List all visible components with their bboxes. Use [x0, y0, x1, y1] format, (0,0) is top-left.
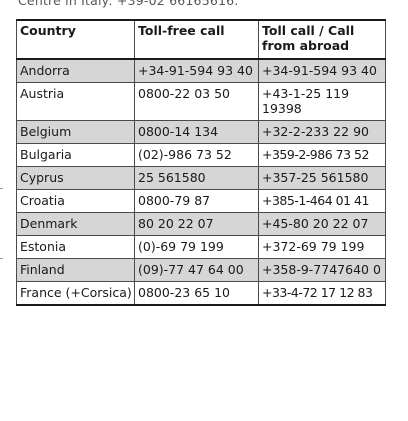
- table-row: Belgium 0800-14 134 +32-2-233 22 90: [17, 121, 386, 144]
- cell-toll-call: +357-25 561580: [259, 167, 386, 190]
- cell-toll-free: 0800-23 65 10: [135, 282, 259, 306]
- table-row: Cyprus 25 561580 +357-25 561580: [17, 167, 386, 190]
- table-row: Austria 0800-22 03 50 +43-1-25 119 19398: [17, 83, 386, 121]
- table-row: Denmark 80 20 22 07 +45-80 20 22 07: [17, 213, 386, 236]
- service-phone-table: Country Toll-free call Toll call / Call …: [16, 19, 386, 306]
- cell-toll-free: (09)-77 47 64 00: [135, 259, 259, 282]
- cell-toll-call: +34-91-594 93 40: [259, 59, 386, 83]
- header-toll-free: Toll-free call: [135, 20, 259, 59]
- cell-toll-call: +385-1-464 01 41: [259, 190, 386, 213]
- cell-toll-call: +45-80 20 22 07: [259, 213, 386, 236]
- cell-country: Cyprus: [17, 167, 135, 190]
- cell-toll-call: +43-1-25 119 19398: [259, 83, 386, 121]
- table-row: Bulgaria (02)-986 73 52 +359-2-986 73 52: [17, 144, 386, 167]
- cell-country: Denmark: [17, 213, 135, 236]
- table-row: Finland (09)-77 47 64 00 +358-9-7747640 …: [17, 259, 386, 282]
- margin-tick: [0, 258, 3, 259]
- table-row: Andorra +34-91-594 93 40 +34-91-594 93 4…: [17, 59, 386, 83]
- cell-toll-call: +372-69 79 199: [259, 236, 386, 259]
- cell-toll-free: 0800-14 134: [135, 121, 259, 144]
- cell-toll-free: 80 20 22 07: [135, 213, 259, 236]
- cell-toll-call: +32-2-233 22 90: [259, 121, 386, 144]
- cell-toll-free: (0)-69 79 199: [135, 236, 259, 259]
- cell-country: Bulgaria: [17, 144, 135, 167]
- cell-country: Andorra: [17, 59, 135, 83]
- table-header-row: Country Toll-free call Toll call / Call …: [17, 20, 386, 59]
- cell-country: France (+Corsica): [17, 282, 135, 306]
- table-row: Estonia (0)-69 79 199 +372-69 79 199: [17, 236, 386, 259]
- header-country: Country: [17, 20, 135, 59]
- margin-tick: [0, 188, 3, 189]
- cell-toll-call: +33-4-72 17 12 83: [259, 282, 386, 306]
- table-body: Andorra +34-91-594 93 40 +34-91-594 93 4…: [17, 59, 386, 305]
- cell-country: Belgium: [17, 121, 135, 144]
- intro-text-line: Centre in Italy: +39-02 66165616.: [18, 0, 239, 8]
- cell-country: Finland: [17, 259, 135, 282]
- header-toll-call: Toll call / Call from abroad: [259, 20, 386, 59]
- cell-toll-call: +358-9-7747640 0: [259, 259, 386, 282]
- cell-toll-call: +359-2-986 73 52: [259, 144, 386, 167]
- cell-toll-free: +34-91-594 93 40: [135, 59, 259, 83]
- table-row: Croatia 0800-79 87 +385-1-464 01 41: [17, 190, 386, 213]
- cell-toll-free: 25 561580: [135, 167, 259, 190]
- cell-toll-free: 0800-79 87: [135, 190, 259, 213]
- cell-toll-free: (02)-986 73 52: [135, 144, 259, 167]
- cell-country: Croatia: [17, 190, 135, 213]
- table-row: France (+Corsica) 0800-23 65 10 +33-4-72…: [17, 282, 386, 306]
- cell-toll-free: 0800-22 03 50: [135, 83, 259, 121]
- cell-country: Austria: [17, 83, 135, 121]
- cell-country: Estonia: [17, 236, 135, 259]
